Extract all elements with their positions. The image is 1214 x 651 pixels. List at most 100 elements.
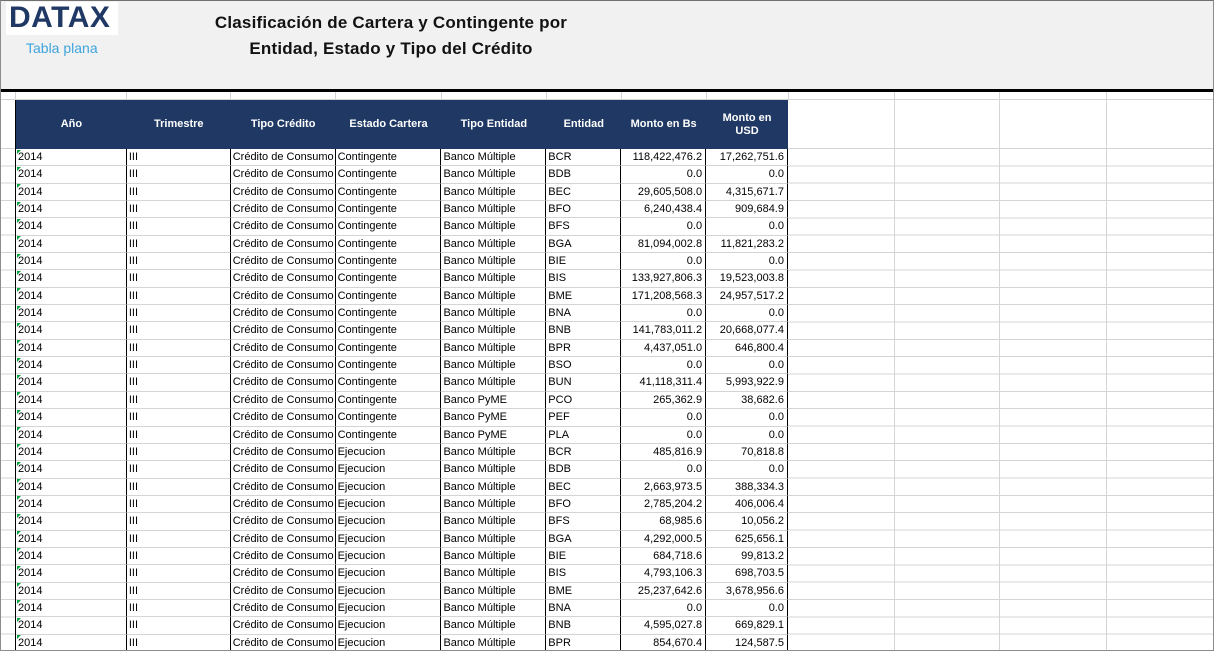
cell-monto-bs[interactable]: 0.0 [621,409,707,427]
cell-tipo-entidad[interactable]: Banco Múltiple [441,322,547,340]
cell-estado-cartera[interactable]: Ejecucion [335,478,442,496]
cell-trimestre[interactable]: III [126,617,231,635]
cell-estado-cartera[interactable]: Contingente [335,305,442,323]
cell-ano[interactable]: 2014 [16,149,127,167]
cell-tipo-entidad[interactable]: Banco Múltiple [441,305,547,323]
cell-estado-cartera[interactable]: Ejecucion [335,617,442,635]
cell-ano[interactable]: 2014 [16,409,127,427]
cell-entidad[interactable]: BFS [546,218,622,236]
cell-entidad[interactable]: BNA [546,305,622,323]
cell-tipo-credito[interactable]: Crédito de Consumo [230,478,336,496]
cell-tipo-entidad[interactable]: Banco Múltiple [441,478,547,496]
cell-monto-bs[interactable]: 0.0 [621,305,707,323]
cell-monto-bs[interactable]: 4,793,106.3 [621,565,707,583]
cell-monto-bs[interactable]: 0.0 [621,218,707,236]
cell-entidad[interactable]: BEC [546,183,622,202]
cell-estado-cartera[interactable]: Contingente [335,166,442,184]
cell-trimestre[interactable]: III [126,287,231,306]
cell-trimestre[interactable]: III [126,513,231,531]
cell-monto-bs[interactable]: 0.0 [621,461,707,479]
cell-monto-bs[interactable]: 2,785,204.2 [621,495,707,514]
cell-tipo-entidad[interactable]: Banco Múltiple [441,235,547,254]
cell-estado-cartera[interactable]: Contingente [335,357,442,375]
cell-ano[interactable]: 2014 [16,565,127,583]
cell-monto-usd[interactable]: 0.0 [706,218,788,236]
cell-entidad[interactable]: BIS [546,270,622,288]
cell-estado-cartera[interactable]: Contingente [335,183,442,202]
cell-entidad[interactable]: BGA [546,235,622,254]
cell-tipo-credito[interactable]: Crédito de Consumo [230,305,336,323]
cell-entidad[interactable]: BUN [546,374,622,392]
cell-entidad[interactable]: BFO [546,201,622,219]
cell-estado-cartera[interactable]: Contingente [335,270,442,288]
cell-estado-cartera[interactable]: Contingente [335,149,442,167]
cell-ano[interactable]: 2014 [16,582,127,600]
cell-tipo-credito[interactable]: Crédito de Consumo [230,357,336,375]
cell-ano[interactable]: 2014 [16,478,127,496]
cell-monto-bs[interactable]: 4,595,027.8 [621,617,707,635]
cell-ano[interactable]: 2014 [16,183,127,202]
cell-monto-usd[interactable]: 3,678,956.6 [706,582,788,600]
cell-ano[interactable]: 2014 [16,218,127,236]
cell-entidad[interactable]: BNB [546,617,622,635]
cell-monto-bs[interactable]: 684,718.6 [621,547,707,566]
cell-estado-cartera[interactable]: Ejecucion [335,530,442,548]
cell-monto-bs[interactable]: 133,927,806.3 [621,270,707,288]
cell-trimestre[interactable]: III [126,547,231,566]
cell-monto-bs[interactable]: 41,118,311.4 [621,374,707,392]
cell-tipo-credito[interactable]: Crédito de Consumo [230,634,336,650]
cell-tipo-credito[interactable]: Crédito de Consumo [230,235,336,254]
cell-monto-bs[interactable]: 0.0 [621,357,707,375]
cell-monto-usd[interactable]: 0.0 [706,461,788,479]
cell-trimestre[interactable]: III [126,235,231,254]
cell-trimestre[interactable]: III [126,582,231,600]
cell-monto-usd[interactable]: 0.0 [706,253,788,271]
cell-tipo-credito[interactable]: Crédito de Consumo [230,495,336,514]
cell-monto-usd[interactable]: 909,684.9 [706,201,788,219]
cell-monto-bs[interactable]: 0.0 [621,166,707,184]
cell-entidad[interactable]: BCR [546,149,622,167]
cell-ano[interactable]: 2014 [16,166,127,184]
cell-estado-cartera[interactable]: Ejecucion [335,599,442,618]
cell-entidad[interactable]: BEC [546,478,622,496]
cell-ano[interactable]: 2014 [16,634,127,650]
cell-entidad[interactable]: BPR [546,339,622,358]
cell-estado-cartera[interactable]: Ejecucion [335,547,442,566]
cell-estado-cartera[interactable]: Ejecucion [335,443,442,462]
column-header-entidad[interactable]: Entidad [563,118,604,130]
cell-monto-bs[interactable]: 485,816.9 [621,443,707,462]
cell-monto-usd[interactable]: 11,821,283.2 [706,235,788,254]
cell-estado-cartera[interactable]: Contingente [335,218,442,236]
cell-monto-usd[interactable]: 38,682.6 [706,391,788,410]
cell-monto-bs[interactable]: 265,362.9 [621,391,707,410]
cell-monto-usd[interactable]: 70,818.8 [706,443,788,462]
cell-entidad[interactable]: BCR [546,443,622,462]
cell-monto-usd[interactable]: 4,315,671.7 [706,183,788,202]
cell-tipo-entidad[interactable]: Banco Múltiple [441,513,547,531]
cell-tipo-credito[interactable]: Crédito de Consumo [230,391,336,410]
column-header-ano[interactable]: Año [60,118,83,130]
cell-entidad[interactable]: BNA [546,599,622,618]
column-header-trimestre[interactable]: Trimestre [154,118,204,130]
cell-tipo-entidad[interactable]: Banco Múltiple [441,270,547,288]
cell-ano[interactable]: 2014 [16,617,127,635]
cell-ano[interactable]: 2014 [16,547,127,566]
cell-tipo-entidad[interactable]: Banco Múltiple [441,617,547,635]
cell-estado-cartera[interactable]: Contingente [335,426,442,444]
cell-trimestre[interactable]: III [126,478,231,496]
cell-monto-bs[interactable]: 25,237,642.6 [621,582,707,600]
cell-monto-bs[interactable]: 0.0 [621,599,707,618]
cell-trimestre[interactable]: III [126,339,231,358]
cell-monto-usd[interactable]: 0.0 [706,305,788,323]
cell-tipo-entidad[interactable]: Banco PyME [441,426,547,444]
cell-tipo-entidad[interactable]: Banco Múltiple [441,443,547,462]
column-header-tipo-entidad[interactable]: Tipo Entidad [460,118,528,130]
cell-estado-cartera[interactable]: Ejecucion [335,495,442,514]
cell-entidad[interactable]: BNB [546,322,622,340]
cell-tipo-entidad[interactable]: Banco Múltiple [441,287,547,306]
cell-tipo-credito[interactable]: Crédito de Consumo [230,253,336,271]
cell-trimestre[interactable]: III [126,461,231,479]
cell-monto-usd[interactable]: 99,813.2 [706,547,788,566]
cell-tipo-entidad[interactable]: Banco Múltiple [441,599,547,618]
cell-monto-usd[interactable]: 19,523,003.8 [706,270,788,288]
